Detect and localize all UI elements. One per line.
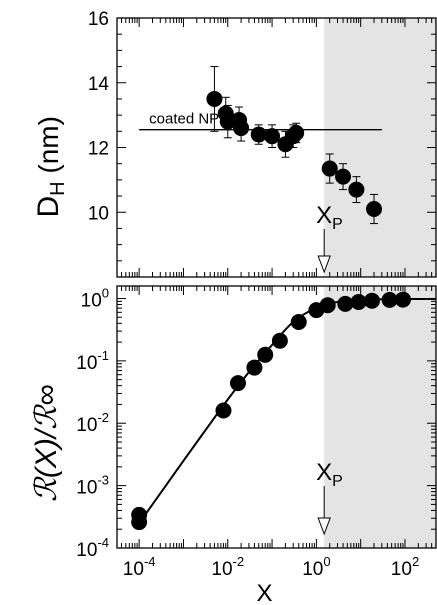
xp-marker-top: X P (316, 202, 343, 274)
data-point (394, 291, 411, 308)
y-tick-label: 10-3 (76, 473, 109, 499)
x-tick-label: 10-2 (211, 554, 244, 580)
xp-label-bottom-subscript: P (332, 473, 343, 490)
data-point (250, 126, 267, 143)
xp-label-top-subscript: P (332, 216, 343, 233)
x-tick-label: 100 (302, 554, 330, 580)
coated-np-label: coated NP (149, 111, 219, 128)
bottom-data-points (131, 291, 411, 531)
x-tick-label: 10-4 (123, 554, 156, 580)
data-point (381, 291, 398, 308)
data-point (348, 181, 365, 198)
data-point (337, 295, 354, 312)
top-axis-ticks (117, 17, 437, 278)
data-point (350, 293, 367, 310)
top-y-axis-title-sub: H (47, 181, 69, 195)
y-tick-label: 10-2 (76, 410, 109, 436)
data-point (229, 375, 246, 392)
bottom-panel: X P 10-4 10-3 10-2 10-1 100 10-4 10-2 100 102 ℛ… (30, 285, 437, 605)
data-point (321, 160, 338, 177)
top-plot-frame (116, 17, 437, 278)
x-tick-label: 102 (391, 554, 419, 580)
data-point (271, 332, 288, 349)
xp-arrow-head-top (317, 255, 331, 274)
top-panel: coated NP X P 10 12 14 16 DH (nm) (32, 9, 437, 278)
y-tick-label: 10-4 (76, 535, 109, 561)
top-shaded-region (324, 18, 436, 277)
y-tick-label: 14 (88, 74, 110, 95)
bottom-y-axis-title: ℛ(X)/ℛ∞ (30, 384, 63, 502)
bottom-shaded-region (324, 286, 436, 548)
x-tick-labels: 10-4 10-2 100 102 (123, 554, 419, 580)
top-y-tick-labels: 10 12 14 16 (88, 9, 110, 224)
data-point (233, 120, 250, 137)
y-tick-label: 12 (88, 139, 109, 160)
y-tick-label: 10 (88, 203, 109, 224)
bottom-plot-frame (116, 285, 437, 549)
top-y-axis-title-main: D (32, 196, 65, 218)
xp-arrow-head-bottom (317, 517, 331, 536)
data-point (246, 359, 263, 376)
data-point (215, 402, 232, 419)
y-tick-label: 16 (88, 9, 109, 30)
bottom-y-tick-labels: 10-4 10-3 10-2 10-1 100 (76, 285, 109, 561)
y-tick-label: 100 (81, 285, 109, 311)
data-point (290, 313, 307, 330)
xp-label-top: X (316, 202, 332, 229)
top-data-points (206, 66, 383, 225)
top-y-axis-title: DH (nm) (32, 116, 69, 217)
data-point (366, 201, 383, 218)
x-axis-title: X (256, 580, 272, 605)
data-point (206, 90, 223, 107)
data-point (131, 506, 148, 523)
xp-marker-bottom: X P (316, 459, 343, 536)
xp-label-bottom: X (316, 459, 332, 486)
fit-curve (138, 298, 436, 524)
data-point (288, 124, 305, 141)
data-point (319, 297, 336, 314)
data-point (264, 128, 281, 145)
y-tick-label: 10-1 (76, 348, 109, 374)
data-point (335, 168, 352, 185)
data-point (363, 292, 380, 309)
top-y-axis-title-unit: (nm) (33, 116, 64, 181)
data-point (257, 346, 274, 363)
